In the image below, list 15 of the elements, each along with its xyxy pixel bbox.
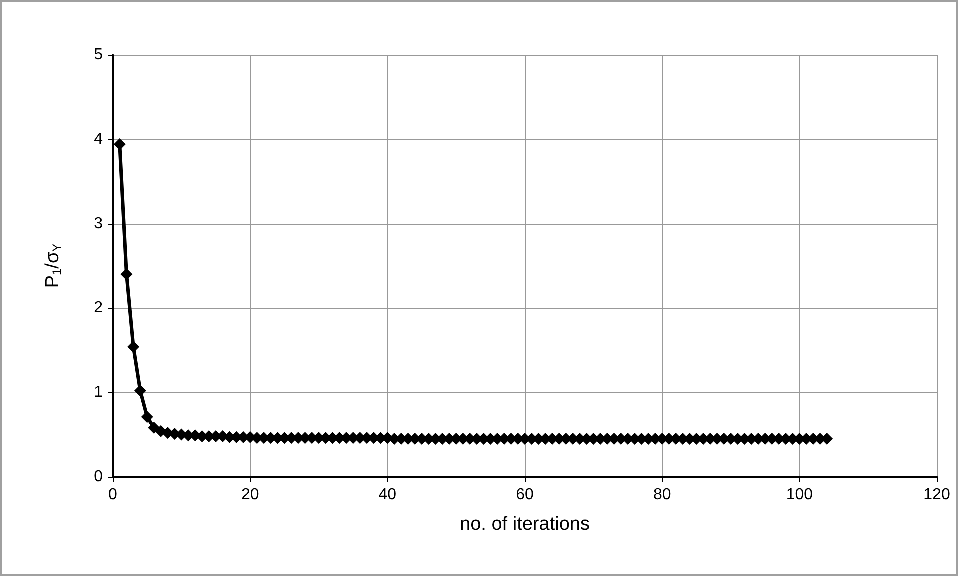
y-tick-label: 5 — [94, 46, 104, 64]
y-tick-label: 1 — [94, 384, 104, 402]
y-tick-label: 4 — [94, 130, 104, 148]
y-tick-label: 2 — [94, 300, 104, 317]
x-tick-label: 120 — [924, 486, 950, 504]
x-tick-label: 0 — [108, 486, 118, 504]
y-axis-title: P1/σY — [42, 244, 64, 288]
x-tick-label: 60 — [516, 486, 534, 504]
y-tick-label: 3 — [94, 215, 104, 232]
x-tick-label: 100 — [786, 486, 814, 504]
x-axis-title: no. of iterations — [460, 514, 590, 535]
x-tick-label: 80 — [653, 486, 672, 504]
y-tick-label: 0 — [94, 468, 104, 486]
x-tick-label: 40 — [378, 486, 397, 504]
x-tick-label: 20 — [241, 486, 260, 504]
